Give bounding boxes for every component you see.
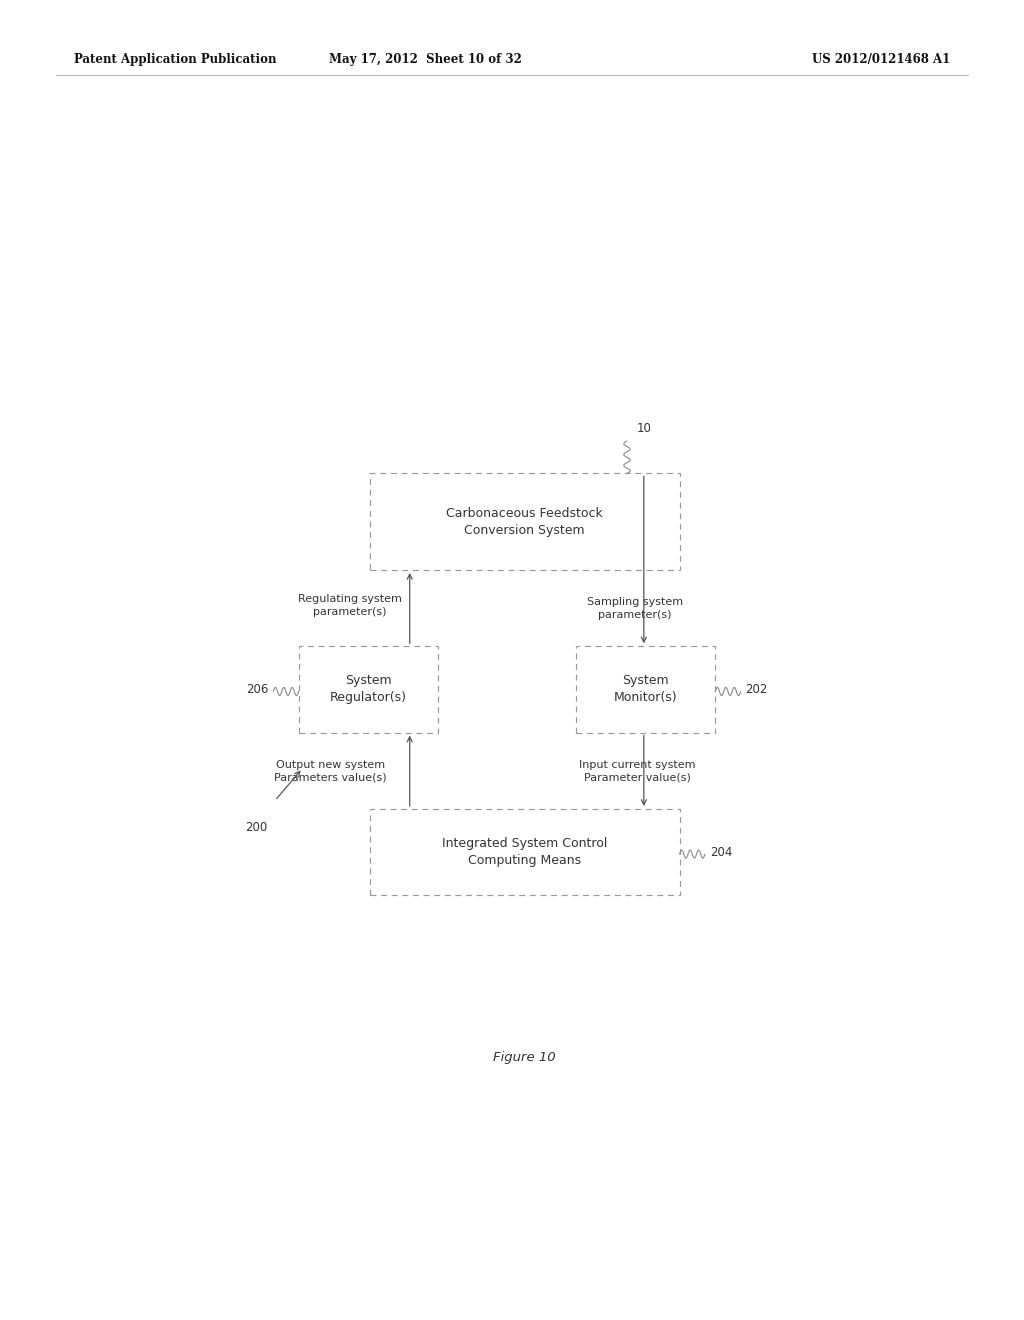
- Text: System
Regulator(s): System Regulator(s): [330, 675, 407, 705]
- Bar: [370, 474, 680, 570]
- Text: Output new system
Parameters value(s): Output new system Parameters value(s): [274, 760, 387, 783]
- Text: Figure 10: Figure 10: [494, 1052, 556, 1064]
- Text: 200: 200: [246, 821, 267, 834]
- Text: US 2012/0121468 A1: US 2012/0121468 A1: [812, 53, 950, 66]
- Bar: [299, 647, 437, 733]
- Text: 206: 206: [246, 682, 268, 696]
- Text: 204: 204: [710, 846, 732, 858]
- Text: Regulating system
parameter(s): Regulating system parameter(s): [298, 594, 402, 616]
- Bar: [577, 647, 716, 733]
- Text: Carbonaceous Feedstock
Conversion System: Carbonaceous Feedstock Conversion System: [446, 507, 603, 537]
- Text: System
Monitor(s): System Monitor(s): [614, 675, 678, 705]
- Text: Integrated System Control
Computing Means: Integrated System Control Computing Mean…: [442, 837, 607, 867]
- Text: 10: 10: [637, 422, 651, 434]
- Text: Input current system
Parameter value(s): Input current system Parameter value(s): [579, 760, 695, 783]
- Text: Sampling system
parameter(s): Sampling system parameter(s): [587, 597, 683, 620]
- Text: May 17, 2012  Sheet 10 of 32: May 17, 2012 Sheet 10 of 32: [329, 53, 521, 66]
- Text: 202: 202: [745, 682, 768, 696]
- Bar: [370, 809, 680, 895]
- Text: Patent Application Publication: Patent Application Publication: [74, 53, 276, 66]
